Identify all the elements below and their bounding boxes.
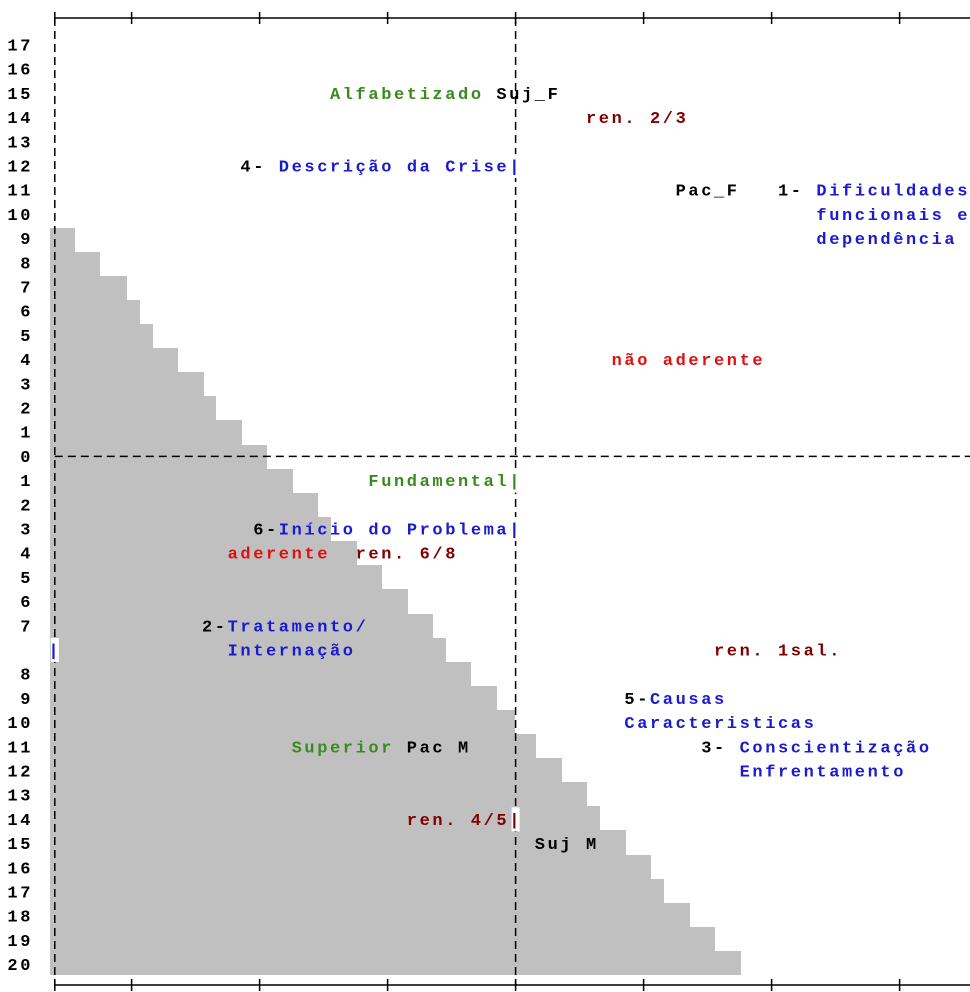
row-label: 13 [7, 134, 33, 153]
point-label: 4- [240, 158, 266, 177]
row-label: 3 [20, 376, 33, 395]
row-label: 5 [20, 570, 33, 589]
row-label: 17 [7, 884, 33, 903]
point-label: ren. 2/3 [586, 110, 688, 129]
row-label: 4 [20, 352, 33, 371]
row-label: 13 [7, 788, 33, 807]
point-label: dependência [816, 231, 957, 250]
axis-gap [50, 638, 59, 662]
row-label: 14 [7, 110, 33, 129]
row-label: 5 [20, 328, 33, 347]
row-label: 3 [20, 521, 33, 540]
point-label: Fundamental| [368, 473, 522, 492]
row-label: 9 [20, 691, 33, 710]
point-label: 6- [253, 521, 279, 540]
row-label: 8 [20, 667, 33, 686]
point-label: Alfabetizado [330, 86, 484, 105]
row-label: 11 [7, 739, 33, 758]
row-label: 1 [20, 473, 33, 492]
row-label: 2 [20, 400, 33, 419]
row-label: 12 [7, 763, 33, 782]
point-label: Superior [292, 739, 394, 758]
point-label: Internação [228, 642, 356, 661]
row-label: 6 [20, 594, 33, 613]
row-label: 16 [7, 62, 33, 81]
row-label: 0 [20, 449, 33, 468]
point-label: Dificuldades [816, 183, 970, 202]
row-label: 12 [7, 158, 33, 177]
row-label: 20 [7, 957, 33, 976]
row-label: 6 [20, 304, 33, 323]
point-label: ren. 4/5| [407, 812, 522, 831]
point-label: | [48, 642, 61, 661]
point-label: Pac_F [676, 183, 740, 202]
row-label: 1 [20, 425, 33, 444]
point-label: Conscientização [740, 739, 932, 758]
row-label: 14 [7, 812, 33, 831]
row-label: 10 [7, 715, 33, 734]
point-label: 3- [701, 739, 727, 758]
row-label: 16 [7, 860, 33, 879]
row-label: 9 [20, 231, 33, 250]
row-label: 7 [20, 618, 33, 637]
shaded-region [50, 228, 741, 975]
row-label: 19 [7, 933, 33, 952]
axis-gap [511, 154, 520, 178]
frame [54, 12, 970, 991]
point-label: 2- [202, 618, 228, 637]
point-label: Pac M [407, 739, 471, 758]
row-label: 10 [7, 207, 33, 226]
point-label: Causas [650, 691, 727, 710]
point-label: Caracteristicas [624, 715, 816, 734]
point-label: ren. 6/8 [356, 546, 458, 565]
axis-gap [511, 807, 520, 832]
row-label: 4 [20, 546, 33, 565]
point-label: Suj_F [496, 86, 560, 105]
point-label: Descrição da Crise| [279, 158, 522, 177]
row-label: 11 [7, 183, 33, 202]
point-label: Tratamento/ [228, 618, 369, 637]
point-label: funcionais e [816, 207, 970, 226]
point-label: Suj M [535, 836, 599, 855]
point-label: 1- [778, 183, 804, 202]
point-label: 5- [624, 691, 650, 710]
row-label: 18 [7, 909, 33, 928]
axis-gap [511, 517, 520, 541]
row-label: 2 [20, 497, 33, 516]
row-label: 15 [7, 836, 33, 855]
point-label: ren. 1sal. [714, 642, 842, 661]
point-label: aderente [228, 546, 330, 565]
point-label: Início do Problema| [279, 521, 522, 540]
point-label: não aderente [612, 352, 766, 371]
point-label: Enfrentamento [740, 763, 906, 782]
axis-gap [511, 468, 520, 493]
row-label: 8 [20, 255, 33, 274]
row-label: 15 [7, 86, 33, 105]
row-label: 7 [20, 279, 33, 298]
row-label: 17 [7, 37, 33, 56]
